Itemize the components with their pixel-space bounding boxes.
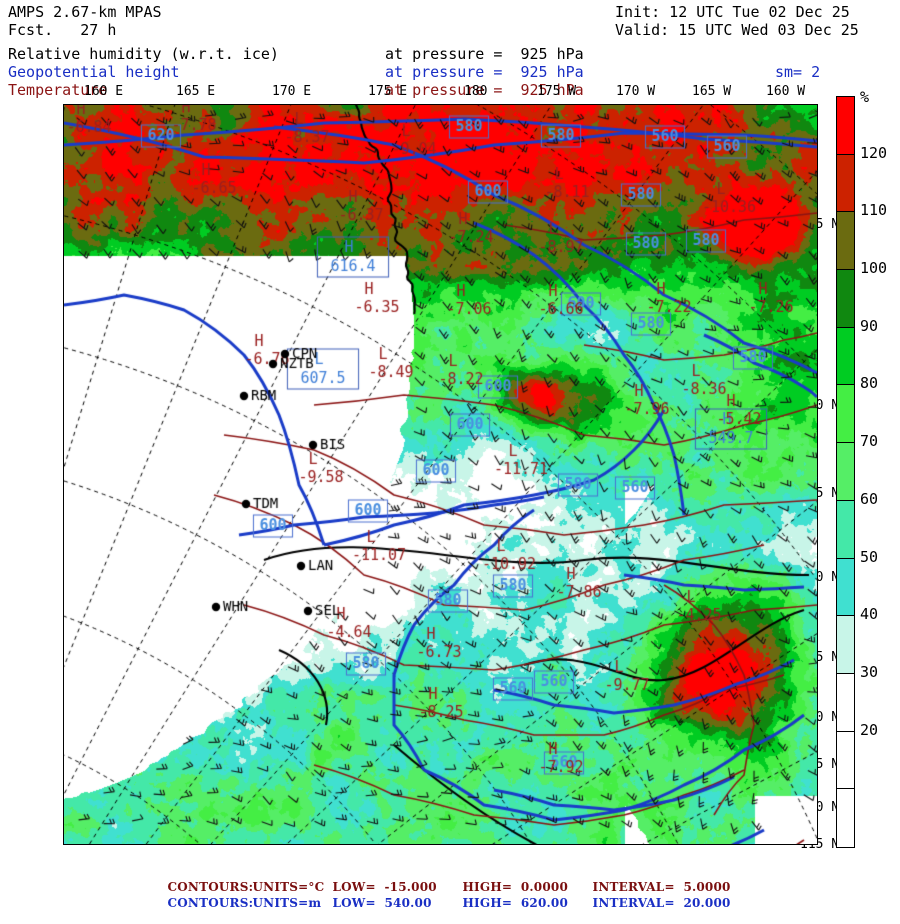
colorbar-tick-40: 40 [860,605,879,624]
field-relative-humidity-label: Relative humidity (w.r.t. ice) [8,45,279,63]
lon-tick-4: 180 [464,84,488,99]
colorbar-tick-110: 110 [860,201,888,220]
field-temperature-label: Temperature [8,81,108,99]
colorbar-band-60 [837,500,854,559]
field-geopotential-height-label: Geopotential height [8,63,180,81]
colorbar-tick-70: 70 [860,432,879,451]
lon-tick-8: 160 W [766,84,806,99]
field-geopotential-height-level: at pressure = 925 hPa [385,63,584,81]
weather-map-canvas[interactable] [64,105,817,844]
lon-tick-5: 175 W [537,84,577,99]
colorbar-band-15 [837,789,854,847]
field-temperature-level: at pressure = 925 hPa [385,81,584,99]
contour-info-temperature: CONTOURS:UNITS=°C LOW= -15.000 HIGH= 0.000… [150,866,731,908]
colorbar-tick-100: 100 [860,259,888,278]
lon-tick-2: 170 E [272,84,312,99]
lon-tick-7: 165 W [692,84,732,99]
colorbar-tick-90: 90 [860,316,879,335]
amps-forecast-chart: AMPS 2.67-km MPAS Fcst. 27 h Relative hu… [8,3,888,910]
colorbar-tick-120: 120 [860,143,888,162]
smoothing-label: sm= 2 [775,63,821,81]
colorbar-band-120 [837,154,854,213]
lon-tick-3: 175 E [368,84,408,99]
colorbar-tick-60: 60 [860,489,879,508]
colorbar-band-40 [837,616,854,674]
contours-interval-1: INTERVAL= 5.0000 [592,880,731,894]
lon-tick-6: 170 W [616,84,656,99]
contours-low-1: LOW= -15.000 [332,880,437,894]
contours-units-1: UNITS=°C [252,880,325,894]
colorbar-band-100 [837,270,854,328]
contours-low-2: LOW= 540.00 [332,896,432,910]
colorbar-band-30 [837,673,854,732]
init-time: Init: 12 UTC Tue 02 Dec 25 [615,3,850,21]
colorbar-band-20 [837,731,854,790]
colorbar-band-110 [837,212,854,271]
colorbar-band-70 [837,443,854,501]
colorbar-band-80 [837,385,854,444]
contours-units-2: UNITS=m [252,896,322,910]
colorbar-tick-30: 30 [860,662,879,681]
relative-humidity-colorbar [836,96,855,848]
contour-info-height: CONTOURS:UNITS=m LOW= 540.00 HIGH= 620.00 I… [150,882,731,924]
lon-tick-0: 160 E [84,84,124,99]
field-relative-humidity-level: at pressure = 925 hPa [385,45,584,63]
forecast-hour: Fcst. 27 h [8,21,117,39]
contours-high-2: HIGH= 620.00 [462,896,568,910]
colorbar-tick-20: 20 [860,720,879,739]
contours-high-1: HIGH= 0.0000 [462,880,568,894]
contours-interval-2: INTERVAL= 20.000 [592,896,731,910]
colorbar-band-90 [837,327,854,386]
colorbar-band-50 [837,558,854,617]
colorbar-tick-80: 80 [860,374,879,393]
colorbar-band-130 [837,97,854,155]
contours-label-1: CONTOURS: [167,880,254,894]
map-panel[interactable] [63,104,818,845]
contours-label-2: CONTOURS: [167,896,254,910]
colorbar-tick-50: 50 [860,547,879,566]
valid-time: Valid: 15 UTC Wed 03 Dec 25 [615,21,859,39]
lon-tick-1: 165 E [176,84,216,99]
model-title: AMPS 2.67-km MPAS [8,3,162,21]
colorbar-unit-label: % [860,88,870,106]
